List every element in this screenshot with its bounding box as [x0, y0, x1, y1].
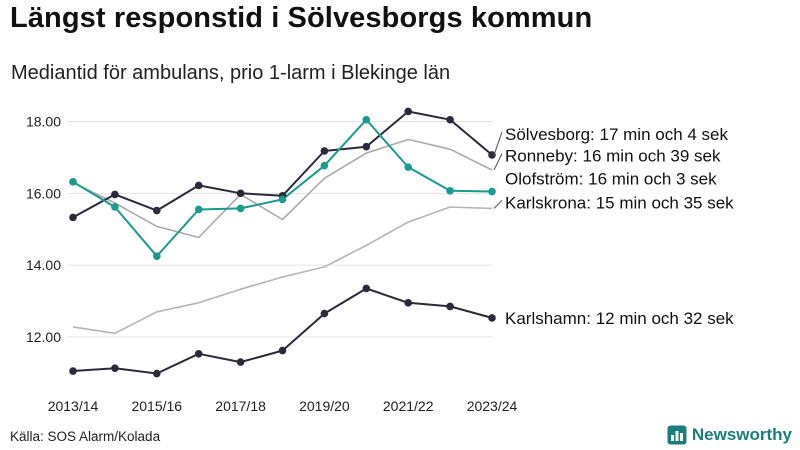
series-label-karlskrona: Karlskrona: 15 min och 35 sek	[505, 193, 734, 212]
series-line-karlskrona	[72, 206, 493, 335]
series-lines	[72, 110, 493, 375]
label-leader-karlskrona	[493, 199, 503, 209]
data-point-s-lvesborg	[194, 181, 203, 190]
data-point-karlshamn	[488, 314, 496, 322]
x-tick-label: 2021/22	[383, 398, 434, 414]
data-point-s-lvesborg	[236, 189, 245, 198]
chart-title: Längst responstid i Sölvesborgs kommun	[10, 2, 593, 34]
data-point-s-lvesborg	[446, 115, 454, 124]
source-note: Källa: SOS Alarm/Kolada	[10, 429, 161, 444]
data-point-karlshamn	[111, 364, 119, 372]
series-line-ronneby	[72, 138, 493, 239]
data-point-s-lvesborg	[488, 151, 496, 159]
data-point-olofstr-m	[404, 163, 413, 171]
y-axis-ticks: 12.00 14.00 16.00 18.00	[26, 114, 61, 345]
data-point-karlshamn	[278, 346, 287, 355]
bar-chart-icon	[667, 425, 687, 445]
chart-subtitle: Mediantid för ambulans, prio 1-larm i Bl…	[11, 62, 451, 84]
x-tick-label: 2023/24	[467, 398, 518, 414]
x-axis-ticks: 2013/14 2015/16 2017/18 2019/20 2021/22 2023/…	[48, 398, 518, 414]
x-tick-label: 2013/14	[48, 398, 99, 414]
data-point-karlshamn	[236, 358, 245, 366]
data-point-s-lvesborg	[320, 147, 329, 155]
data-point-olofstr-m	[446, 187, 454, 195]
data-point-s-lvesborg	[362, 142, 371, 151]
series-label-ronneby: Ronneby: 16 min och 39 sek	[505, 147, 721, 166]
series-label-s-lvesborg: Sölvesborg: 17 min och 4 sek	[505, 125, 729, 144]
data-point-olofstr-m	[153, 252, 161, 260]
y-tick-label: 16.00	[26, 185, 61, 201]
data-point-s-lvesborg	[404, 107, 413, 116]
series-label-karlshamn: Karlshamn: 12 min och 32 sek	[505, 309, 734, 328]
x-tick-label: 2017/18	[215, 398, 266, 414]
data-point-olofstr-m	[278, 195, 287, 204]
data-point-olofstr-m	[236, 204, 245, 213]
data-point-karlshamn	[194, 349, 203, 358]
brand-name: Newsworthy	[691, 425, 792, 444]
data-point-karlshamn	[153, 369, 161, 378]
y-tick-label: 18.00	[26, 114, 61, 130]
data-point-karlshamn	[69, 367, 77, 375]
data-point-s-lvesborg	[69, 213, 77, 222]
data-point-olofstr-m	[362, 115, 371, 124]
gridlines	[68, 121, 492, 338]
y-tick-label: 14.00	[26, 257, 61, 273]
series-labels: Sölvesborg: 17 min och 4 sek Ronneby: 16 …	[493, 125, 734, 328]
data-point-olofstr-m	[111, 203, 119, 211]
data-point-olofstr-m	[194, 205, 203, 214]
y-tick-label: 12.00	[26, 329, 61, 345]
data-point-olofstr-m	[320, 161, 329, 170]
label-leader-s-lvesborg	[493, 131, 503, 156]
x-tick-label: 2019/20	[299, 398, 350, 414]
series-line-olofstr-m	[72, 118, 493, 258]
data-point-karlshamn	[320, 309, 329, 318]
data-point-olofstr-m	[488, 187, 496, 196]
x-tick-label: 2015/16	[131, 398, 182, 414]
data-point-karlshamn	[446, 302, 454, 311]
data-point-s-lvesborg	[111, 190, 119, 199]
series-label-olofstr-m: Olofström: 16 min och 3 sek	[505, 169, 717, 188]
data-point-s-lvesborg	[153, 206, 161, 215]
data-point-karlshamn	[404, 299, 413, 307]
data-point-olofstr-m	[69, 178, 77, 186]
label-leader-ronneby	[493, 153, 503, 171]
data-point-karlshamn	[362, 284, 371, 293]
brand-logo: Newsworthy	[667, 425, 792, 445]
series-markers	[69, 107, 496, 378]
series-line-karlshamn	[72, 287, 493, 375]
